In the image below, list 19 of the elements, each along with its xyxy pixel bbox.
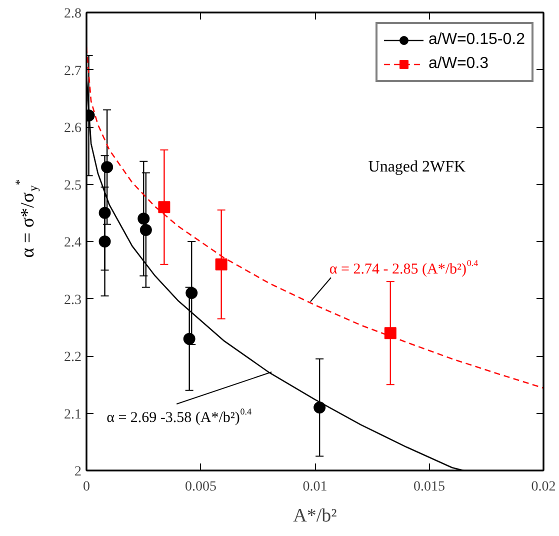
y-tick-label: 2.5 [64, 178, 82, 194]
annotation: Unaged 2WFK [368, 158, 466, 176]
y-tick-label: 2.1 [64, 407, 82, 422]
y-tick-label: 2 [74, 464, 82, 480]
x-axis-title: A*/b² [293, 506, 338, 526]
x-tick-label: 0.005 [185, 480, 216, 494]
y-tick-label: 2.8 [64, 6, 82, 22]
x-tick-label: 0 [83, 480, 90, 494]
y-tick-label: 2.3 [64, 292, 82, 308]
x-tick-label: 0.02 [531, 480, 556, 494]
legend-label: a/W=0.3 [428, 55, 489, 73]
y-tick-label: 2.4 [64, 236, 82, 250]
y-tick-label: 2.7 [64, 64, 82, 79]
x-tick-label: 0.015 [414, 480, 445, 494]
y-axis-title: α = σ*/σy* [12, 179, 40, 258]
y-tick-label: 2.2 [64, 350, 82, 365]
x-tick-label: 0.01 [302, 480, 328, 494]
y-tick-label: 2.6 [64, 121, 82, 136]
legend-label: a/W=0.15-0.2 [428, 31, 525, 49]
